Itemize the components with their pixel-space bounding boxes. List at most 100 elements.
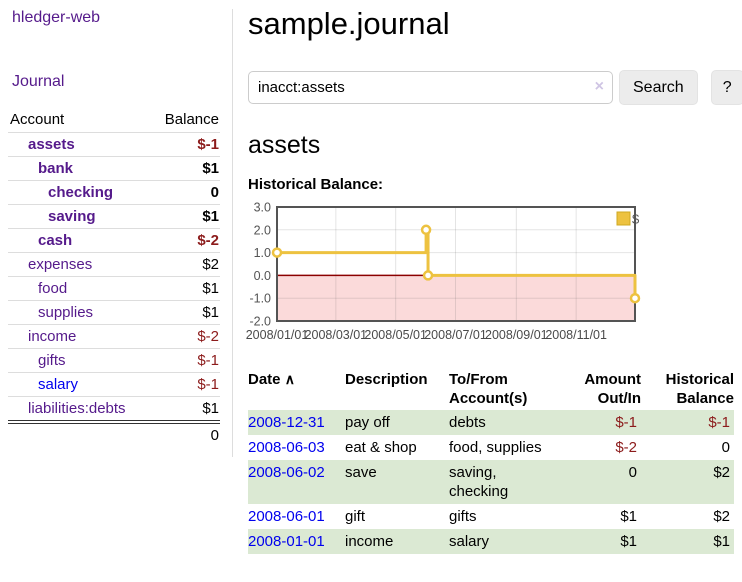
account-balance: $2 [150,252,220,277]
account-cell: liabilities:debts [8,396,151,422]
account-link-expenses[interactable]: expenses [28,256,93,273]
account-link-bank[interactable]: bank [38,160,74,177]
account-balance: $-2 [150,324,220,349]
account-cell: gifts [8,348,151,373]
account-row: checking 0 [8,180,220,205]
x-axis-tick-label: 2008/01/01 [246,328,309,342]
y-axis-tick-label: 2.0 [254,223,271,237]
accounts-total-row: 0 [8,420,220,447]
transaction-description: save [345,464,377,481]
transaction-amount: $-2 [615,439,637,456]
column-header-accounts: To/From Account(s) [449,371,528,407]
account-row: expenses $2 [8,252,220,277]
register-body: 2008-12-31 pay off debts $-1 $-1 2008-06-03 ea… [248,410,734,554]
account-row: assets $-1 [8,133,220,157]
transaction-balance: $2 [713,464,730,481]
account-link-salary[interactable]: salary [38,376,79,393]
transaction-accounts: salary [449,533,490,550]
search-bar: × Search ? [248,70,742,105]
help-button[interactable]: ? [710,70,742,105]
register-header-row: Date ∧ Description To/From Account(s) Am… [248,368,734,410]
account-link-income[interactable]: income [28,328,77,345]
register-row: 2008-01-01 income salary $1 $1 [248,529,734,554]
account-link-checking[interactable]: checking [48,184,114,201]
transaction-accounts: debts [449,414,486,431]
transaction-date-cell: 2008-12-31 [248,410,345,435]
search-button[interactable]: Search [619,70,698,105]
transaction-amount: 0 [628,464,637,481]
account-balance: $1 [150,204,220,229]
register-table: Date ∧ Description To/From Account(s) Am… [248,368,734,554]
sidebar: hledger-web Journal Account Balance asse… [0,0,233,554]
chart-border [276,206,636,322]
y-axis-tick-label: -2.0 [249,315,271,329]
account-link-assets[interactable]: assets [28,136,75,153]
x-axis-tick-label: 2008/11/01 [545,328,607,342]
negative-region-fill [277,275,635,321]
x-axis-tick-label: 2008/07/01 [424,328,487,342]
search-input[interactable] [248,71,613,104]
x-axis-tick-label: 2008/09/01 [485,328,548,342]
account-link-supplies[interactable]: supplies [38,304,94,321]
account-row: bank $1 [8,156,220,181]
data-point-marker [629,292,641,304]
search-input-wrap: × [248,71,613,104]
account-cell: assets [8,133,151,157]
transaction-amount: $-1 [615,414,637,431]
transaction-description: eat & shop [345,439,417,456]
transaction-date-link[interactable]: 2008-01-01 [248,533,325,550]
register-row: 2008-06-03 eat & shop food, supplies $-2 0 [248,435,734,460]
account-cell: bank [8,156,151,181]
app-title-link[interactable]: hledger-web [12,9,101,26]
account-row: cash $-2 [8,228,220,253]
account-balance: 0 [150,180,220,205]
account-link-food[interactable]: food [38,280,68,297]
account-row: salary $-1 [8,372,220,397]
transaction-balance: $2 [713,508,730,525]
account-balance: $1 [150,300,220,325]
account-cell: checking [8,180,151,205]
accounts-total-balance: 0 [150,420,220,447]
account-balance: $-1 [150,348,220,373]
clear-search-icon[interactable]: × [594,78,604,95]
transaction-accounts: food, supplies [449,439,542,456]
transaction-balance: $1 [713,533,730,550]
account-row: supplies $1 [8,300,220,325]
app-window: hledger-web Journal Account Balance asse… [0,0,742,554]
column-header-date[interactable]: Date ∧ [248,371,295,388]
account-link-cash[interactable]: cash [38,232,73,249]
register-row: 2008-06-02 save saving, checking 0 $2 [248,460,734,504]
total-spacer [8,420,151,447]
y-axis-tick-label: 0.0 [254,269,271,283]
account-cell: cash [8,228,151,253]
account-cell: supplies [8,300,151,325]
transaction-description: gift [345,508,366,525]
transaction-date-link[interactable]: 2008-12-31 [248,414,325,431]
sidebar-panel: hledger-web Journal Account Balance asse… [0,9,233,457]
account-link-liabilities-debts[interactable]: liabilities:debts [28,400,126,417]
transaction-date-link[interactable]: 2008-06-02 [248,464,325,481]
chart-container: 3.0 2.0 1.0 0.0 -1.0 -2.0 2008/01/01 2008/03/01… [246,201,742,347]
account-balance: $1 [150,276,220,301]
transaction-balance: $-1 [708,414,730,431]
transaction-date-link[interactable]: 2008-06-01 [248,508,325,525]
account-balance: $-1 [197,136,219,153]
accounts-table-body: assets $-1 bank $1 checking 0 saving $1 cash $-2 e… [8,133,220,447]
account-cell: income [8,324,151,349]
legend-label: $ [632,212,640,227]
transaction-date-link[interactable]: 2008-06-03 [248,439,325,456]
account-cell: salary [8,372,151,397]
legend-swatch [616,211,631,226]
transaction-date-cell: 2008-06-01 [248,504,345,529]
account-cell: saving [8,204,151,229]
transaction-accounts: gifts [449,508,477,525]
historical-balance-chart: 3.0 2.0 1.0 0.0 -1.0 -2.02008/01/012008/03/01… [246,201,641,342]
transaction-amount: $1 [620,533,637,550]
data-point-marker [422,270,434,281]
account-link-saving[interactable]: saving [48,208,96,225]
sidebar-item-journal[interactable]: Journal [12,73,65,90]
main-content: sample.journal × Search ? assets Histori… [233,0,742,554]
account-link-gifts[interactable]: gifts [38,352,66,369]
account-balance: $-2 [150,228,220,253]
accounts-header-balance: Balance [150,108,220,133]
